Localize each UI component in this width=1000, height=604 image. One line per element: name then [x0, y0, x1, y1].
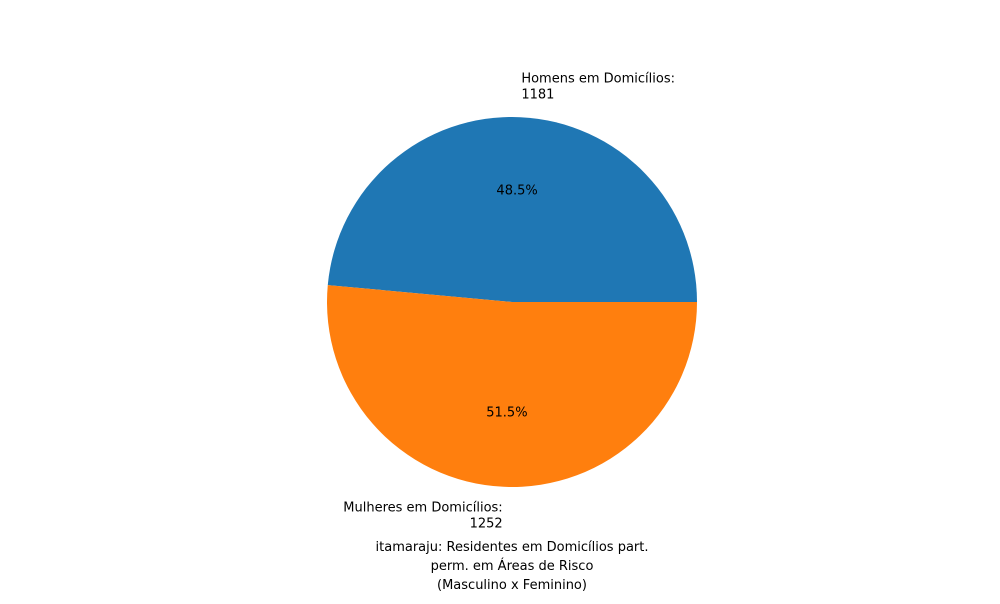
- pie-category-value-1: 1252: [470, 516, 503, 531]
- pie-category-value-0: 1181: [521, 88, 554, 103]
- chart-title: itamaraju: Residentes em Domicílios part…: [312, 538, 712, 595]
- pie-category-name-0: Homens em Domicílios:: [521, 72, 675, 87]
- chart-title-line-3: (Masculino x Feminino): [437, 578, 587, 593]
- pie-labels: 48.5% Homens em Domicílios: 1181 51.5% Mulhe…: [343, 72, 675, 532]
- pie-slice-0: [327, 116, 697, 302]
- pie-percent-label-0: 48.5%: [496, 184, 537, 199]
- pie-percent-label-1: 51.5%: [486, 405, 527, 420]
- chart-title-line-1: itamaraju: Residentes em Domicílios part…: [375, 540, 649, 555]
- pie-category-name-1: Mulheres em Domicílios:: [343, 500, 502, 515]
- pie-slices: [327, 116, 697, 487]
- chart-title-line-2: perm. em Áreas de Risco: [430, 559, 594, 574]
- pie-slice-1: [327, 285, 697, 487]
- pie-category-label-0: Homens em Domicílios: 1181: [521, 72, 675, 103]
- pie-category-label-1: Mulheres em Domicílios: 1252: [343, 500, 502, 531]
